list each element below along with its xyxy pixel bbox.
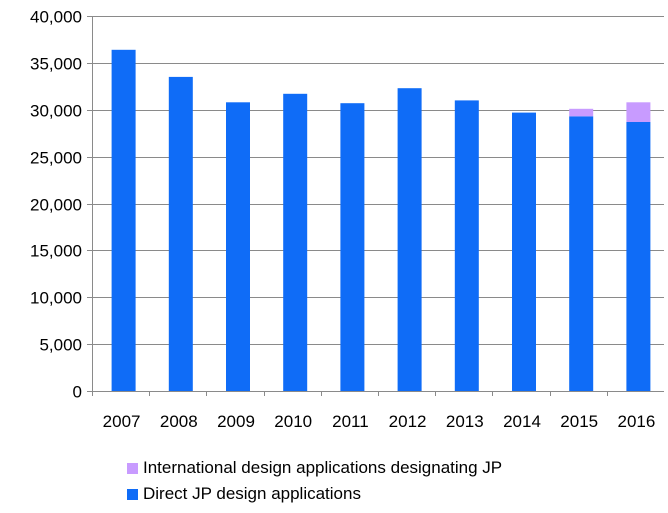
x-tick-label: 2013: [446, 412, 484, 431]
bar-international-2016: [626, 102, 651, 122]
legend-label-direct: Direct JP design applications: [143, 484, 361, 503]
bar-direct-2011: [340, 103, 365, 391]
bar-direct-2007: [111, 49, 136, 392]
x-tick-label: 2007: [103, 412, 141, 431]
bar-direct-2016: [626, 121, 651, 392]
legend-swatch-direct: [127, 488, 138, 500]
bar-direct-2013: [454, 100, 479, 392]
x-tick-label: 2009: [217, 412, 255, 431]
x-tick-label: 2012: [389, 412, 427, 431]
y-tick-label: 5,000: [39, 336, 82, 355]
bar-direct-2009: [226, 102, 250, 392]
bar-direct-2014: [512, 112, 536, 391]
y-tick-label: 20,000: [30, 196, 82, 215]
y-tick-label: 30,000: [30, 102, 82, 121]
legend-swatch-international: [127, 462, 138, 474]
x-tick-label: 2014: [503, 412, 541, 431]
legend-item-international: International design applications design…: [127, 455, 502, 481]
bar-direct-2008: [168, 76, 193, 392]
y-tick-label: 15,000: [30, 242, 82, 261]
x-axis-tick-labels: 2007 2008 2009 2010 2011 2012 2013 2014 2015 2016: [103, 412, 656, 431]
y-tick-label: 0: [73, 383, 82, 402]
bar-direct-2012: [397, 88, 422, 391]
axes: [92, 16, 664, 396]
bar-direct-2015: [569, 116, 594, 392]
y-tick-label: 40,000: [30, 8, 82, 27]
legend-label-international: International design applications design…: [143, 458, 503, 477]
y-tick-label: 35,000: [30, 55, 82, 74]
bar-international-2015: [569, 108, 594, 117]
x-tick-label: 2015: [560, 412, 598, 431]
x-tick-label: 2008: [160, 412, 198, 431]
x-tick-label: 2010: [274, 412, 312, 431]
legend-item-direct: Direct JP design applications: [127, 481, 502, 507]
bar-direct-2010: [283, 93, 308, 392]
y-tick-label: 25,000: [30, 149, 82, 168]
y-axis-tick-labels: 0 5,000 10,000 15,000 20,000 25,000 30,000 35,0…: [30, 8, 82, 402]
y-tick-label: 10,000: [30, 289, 82, 308]
bars: [111, 49, 651, 392]
legend: International design applications design…: [127, 455, 502, 507]
x-tick-label: 2011: [332, 412, 369, 431]
x-tick-label: 2016: [617, 412, 655, 431]
